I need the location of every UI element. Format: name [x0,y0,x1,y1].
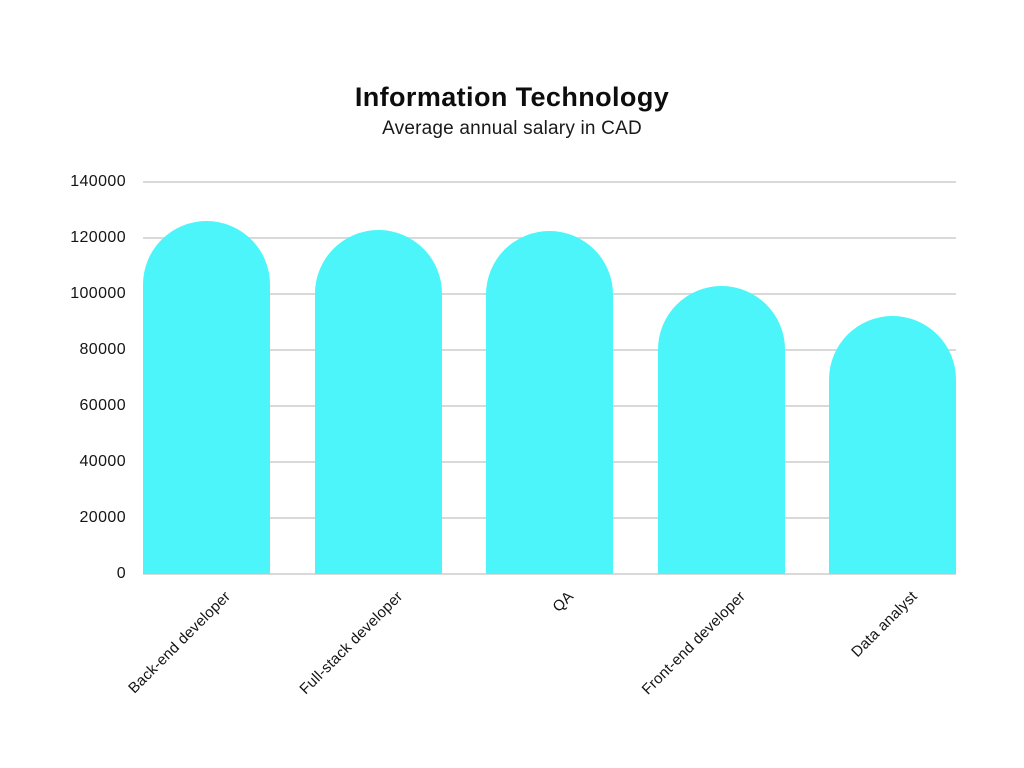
x-category-label: QA [549,588,578,616]
bar [657,285,785,574]
gridline [143,181,956,183]
y-axis-tick-label: 60000 [79,397,126,414]
x-category-label: Back-end developer [125,588,235,697]
y-axis-tick-label: 20000 [79,509,126,526]
y-axis-tick-label: 140000 [70,173,126,190]
x-category-label: Data analyst [847,588,921,661]
chart-subtitle: Average annual salary in CAD [382,118,642,139]
bar [143,221,270,574]
bar [314,229,442,574]
y-axis-tick-label: 120000 [70,229,126,246]
y-axis-tick-label: 80000 [79,341,126,358]
bar [829,316,956,574]
y-axis-tick-label: 40000 [79,453,126,470]
y-axis-tick-label: 100000 [70,285,126,302]
y-axis-tick-label: 0 [116,565,126,582]
gridline [143,573,956,575]
x-category-label: Full-stack developer [296,588,407,698]
chart-title: Information Technology [354,82,670,112]
x-category-label: Front-end developer [638,588,750,699]
bar [486,231,613,574]
